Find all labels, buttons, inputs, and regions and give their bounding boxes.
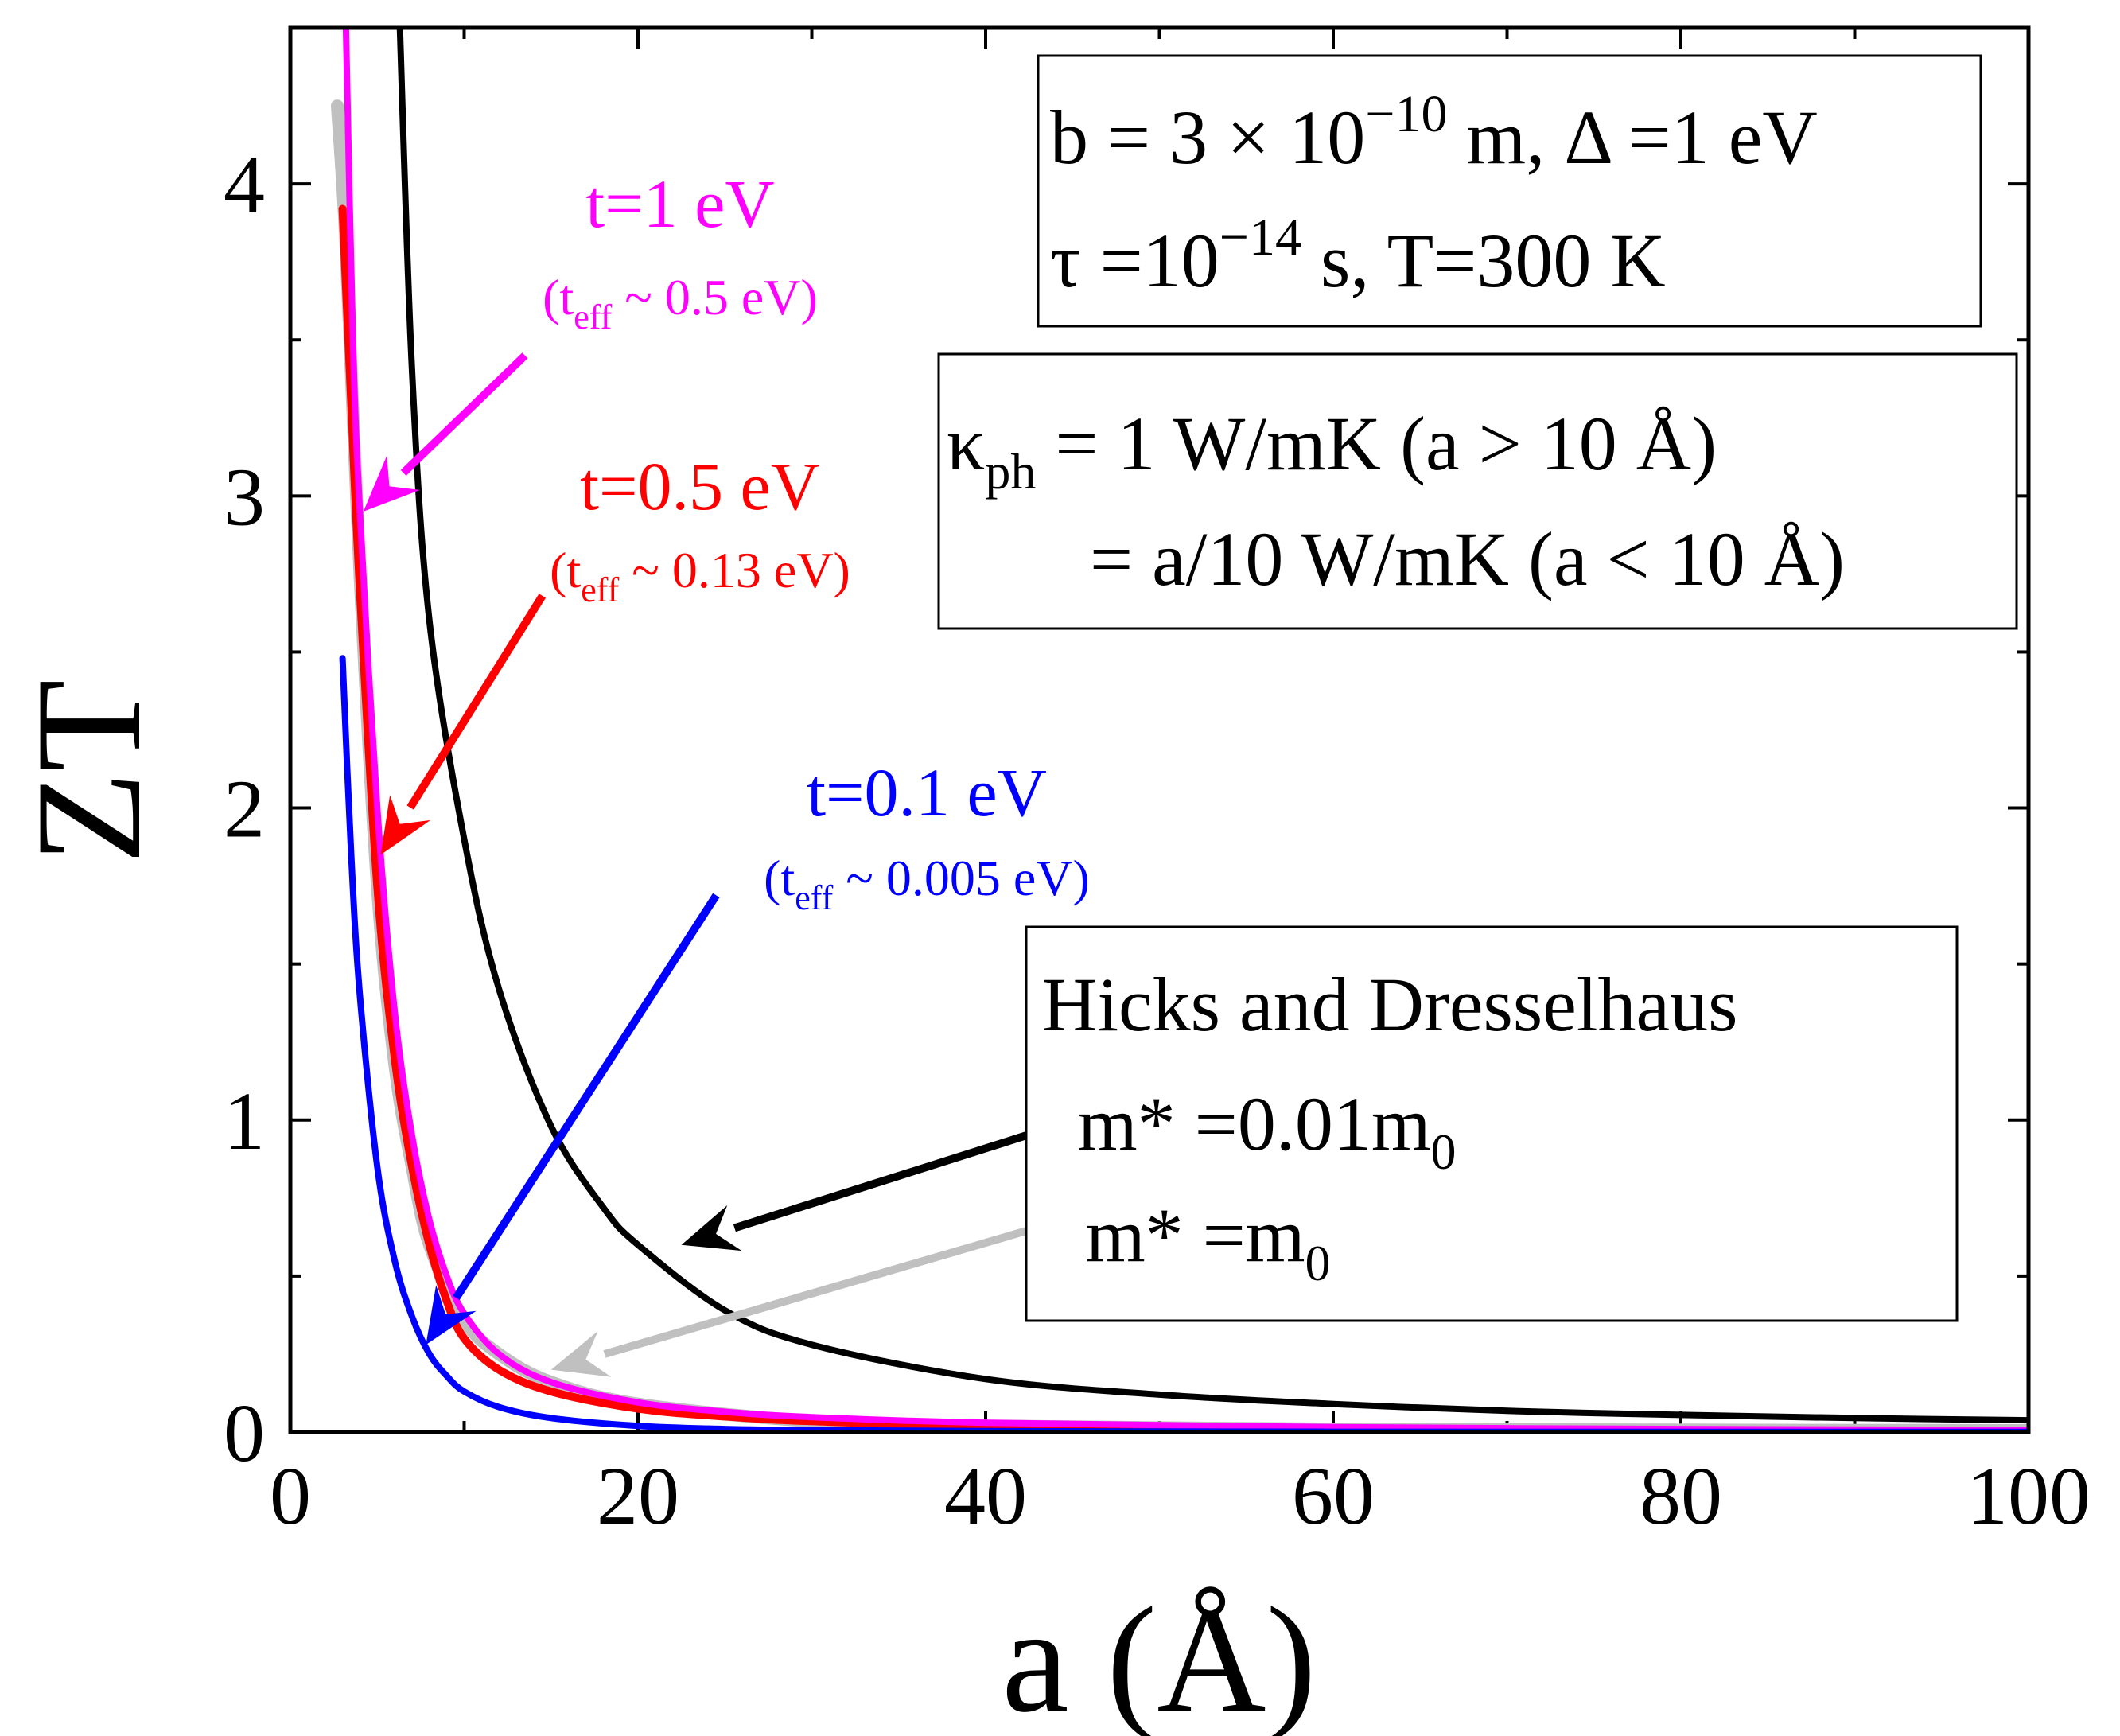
x-tick-label: 80 — [1640, 1450, 1722, 1542]
params-box-frame — [1037, 54, 1982, 328]
kappa-box-frame — [937, 352, 2018, 630]
x-tick-label: 40 — [944, 1450, 1027, 1542]
label-t1-sub: (teff ~ 0.5 eV) — [543, 269, 818, 337]
t01-arrow-shaft — [453, 893, 720, 1301]
label-t01-sub: (teff ~ 0.005 eV) — [764, 850, 1090, 917]
hd-line2: m* =m0 — [1086, 1193, 1330, 1291]
t01-arrow-head — [426, 1285, 477, 1345]
series-line-0 — [396, 28, 2029, 1424]
annotation-arrows — [363, 352, 1065, 1377]
params-line1: b = 3 × 10−10 m, Δ =1 eV — [1050, 85, 1818, 180]
hd-line1: m* =0.01m0 — [1078, 1081, 1456, 1180]
hd-title: Hicks and Dresselhaus — [1042, 962, 1737, 1047]
y-tick-label: 3 — [224, 451, 265, 543]
params-box: b = 3 × 10−10 m, Δ =1 eV τ =10−14 s, T=3… — [1037, 54, 1982, 328]
t05-arrow-shaft — [406, 594, 547, 810]
label-t05-sub: (teff ~ 0.13 eV) — [550, 542, 850, 609]
t1-arrow-shaft — [400, 352, 528, 476]
label-t1-main: t=1 eV — [585, 165, 774, 242]
y-axis-title: ZT — [6, 679, 173, 864]
label-t01-main: t=0.1 eV — [807, 754, 1047, 831]
y-tick-label: 0 — [224, 1388, 265, 1479]
kappa-box: κph = 1 W/mK (a > 10 Å) = a/10 W/mK (a <… — [937, 352, 2018, 630]
plot-frame — [288, 25, 2031, 1434]
t1-arrow-head — [363, 455, 420, 512]
axis-ticks: 0 20 40 60 80 100 0 1 2 3 4 — [224, 26, 2091, 1542]
m001-arrow-shaft — [733, 1122, 1056, 1232]
m0-arrow-head — [550, 1331, 612, 1377]
x-tick-label: 20 — [597, 1450, 679, 1542]
hd-box-frame — [1025, 925, 1959, 1322]
label-t1: t=1 eV (teff ~ 0.5 eV) — [543, 165, 818, 337]
x-tick-label: 0 — [270, 1450, 311, 1542]
params-line2: τ =10−14 s, T=300 K — [1050, 208, 1666, 303]
y-tick-label: 1 — [224, 1076, 265, 1167]
x-tick-label: 100 — [1966, 1450, 2091, 1542]
y-tick-label: 4 — [224, 139, 265, 231]
y-tick-label: 2 — [224, 764, 265, 855]
label-t05-main: t=0.5 eV — [580, 448, 820, 524]
kappa-line1: κph = 1 W/mK (a > 10 Å) — [947, 401, 1717, 500]
label-t05: t=0.5 eV (teff ~ 0.13 eV) — [550, 448, 850, 609]
m001-arrow-head — [681, 1205, 742, 1251]
x-tick-label: 60 — [1292, 1450, 1375, 1542]
x-axis-title: a (Å) — [1002, 1577, 1317, 1736]
label-t01: t=0.1 eV (teff ~ 0.005 eV) — [764, 754, 1090, 917]
hd-box: Hicks and Dresselhaus m* =0.01m0 m* =m0 — [1025, 925, 1959, 1322]
series-line-3 — [342, 28, 2029, 1432]
kappa-line2: = a/10 W/mK (a < 10 Å) — [1090, 516, 1845, 601]
t05-arrow-head — [380, 795, 431, 855]
m0-arrow-shaft — [603, 1216, 1065, 1358]
